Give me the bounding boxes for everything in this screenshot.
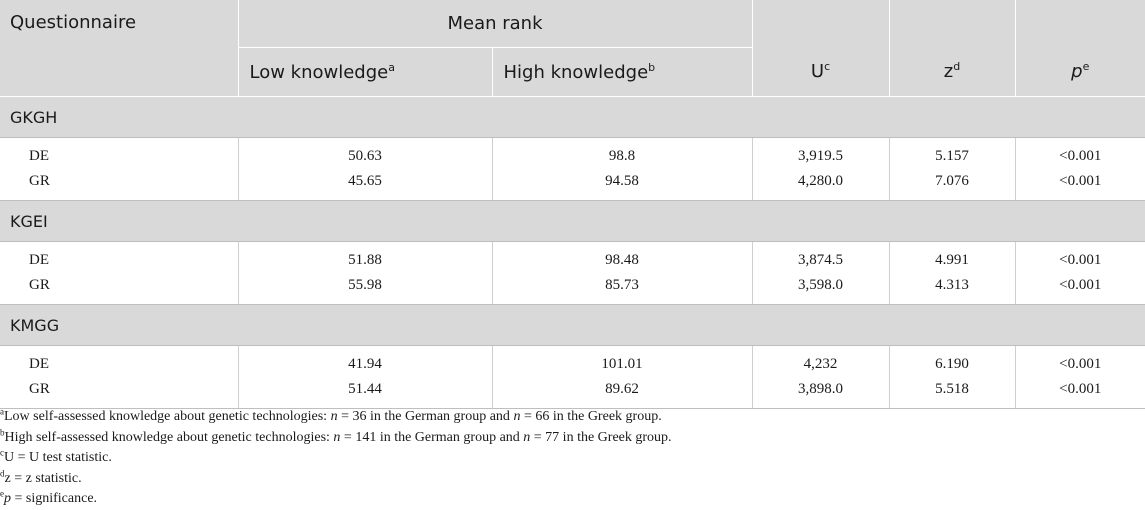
header-p: pe — [1015, 47, 1145, 97]
cell-z: 5.518 — [888, 377, 1015, 409]
cell-high: 101.01 — [491, 345, 752, 377]
group-row: KGEI — [0, 200, 1145, 242]
footnote-d: dz = z statistic. — [0, 467, 82, 486]
cell-country: GR — [0, 377, 238, 409]
cell-country: DE — [29, 252, 49, 268]
cell-p: <0.001 — [1014, 137, 1145, 169]
cell-low: 51.44 — [237, 377, 492, 409]
cell-low: 50.63 — [237, 137, 492, 169]
table-row: DE 51.88 98.48 3,874.5 4.991 <0.001 — [0, 241, 1145, 273]
cell-high: 98.8 — [491, 137, 752, 169]
table-row: DE 41.94 101.01 4,232 6.190 <0.001 — [0, 345, 1145, 377]
table-row: GR 51.44 89.62 3,898.0 5.518 <0.001 — [0, 377, 1145, 409]
cell-country: DE — [29, 148, 49, 164]
cell-u: 4,280.0 — [751, 169, 889, 201]
cell-high: 89.62 — [491, 377, 752, 409]
header-mean-rank: Mean rank — [238, 0, 753, 48]
cell-high: 94.58 — [491, 169, 752, 201]
cell-z: 6.190 — [888, 345, 1015, 377]
cell-high: 85.73 — [491, 273, 752, 305]
table-row: GR 55.98 85.73 3,598.0 4.313 <0.001 — [0, 273, 1145, 305]
cell-low: 55.98 — [237, 273, 492, 305]
group-label: KMGG — [0, 304, 1145, 346]
cell-p: <0.001 — [1014, 345, 1145, 377]
header-low-knowledge: Low knowledgea — [238, 47, 493, 97]
header-questionnaire: Questionnaire — [0, 0, 239, 97]
cell-country: DE — [29, 356, 49, 372]
cell-p: <0.001 — [1014, 169, 1145, 201]
footnote-b: bHigh self-assessed knowledge about gene… — [0, 426, 672, 445]
cell-country: GR — [0, 169, 238, 201]
footnote-a: aLow self-assessed knowledge about genet… — [0, 406, 662, 424]
footnote-c: cU = U test statistic. — [0, 447, 112, 465]
cell-p: <0.001 — [1014, 241, 1145, 273]
cell-z: 4.313 — [888, 273, 1015, 305]
cell-u: 3,919.5 — [751, 137, 889, 169]
table-row: DE 50.63 98.8 3,919.5 5.157 <0.001 — [0, 137, 1145, 169]
footnotes: aLow self-assessed knowledge about genet… — [0, 407, 1145, 510]
table-row: GR 45.65 94.58 4,280.0 7.076 <0.001 — [0, 169, 1145, 201]
cell-p: <0.001 — [1014, 377, 1145, 409]
cell-p: <0.001 — [1014, 273, 1145, 305]
cell-low: 45.65 — [237, 169, 492, 201]
cell-u: 3,598.0 — [751, 273, 889, 305]
cell-u: 3,874.5 — [751, 241, 889, 273]
cell-z: 7.076 — [888, 169, 1015, 201]
cell-low: 41.94 — [237, 345, 492, 377]
cell-u: 4,232 — [751, 345, 889, 377]
group-label: KGEI — [0, 200, 1145, 242]
group-row: KMGG — [0, 304, 1145, 346]
cell-z: 4.991 — [888, 241, 1015, 273]
results-table: Questionnaire Mean rank Low knowledgea H… — [0, 0, 1145, 409]
cell-u: 3,898.0 — [751, 377, 889, 409]
cell-high: 98.48 — [491, 241, 752, 273]
header-high-knowledge: High knowledgeb — [492, 47, 753, 97]
cell-country: GR — [0, 273, 238, 305]
group-row: GKGH — [0, 96, 1145, 138]
header-u: Uc — [752, 47, 890, 97]
cell-low: 51.88 — [237, 241, 492, 273]
cell-z: 5.157 — [888, 137, 1015, 169]
header-z: zd — [889, 47, 1016, 97]
footnote-e: ep = significance. — [0, 488, 98, 506]
group-label: GKGH — [0, 96, 1145, 138]
